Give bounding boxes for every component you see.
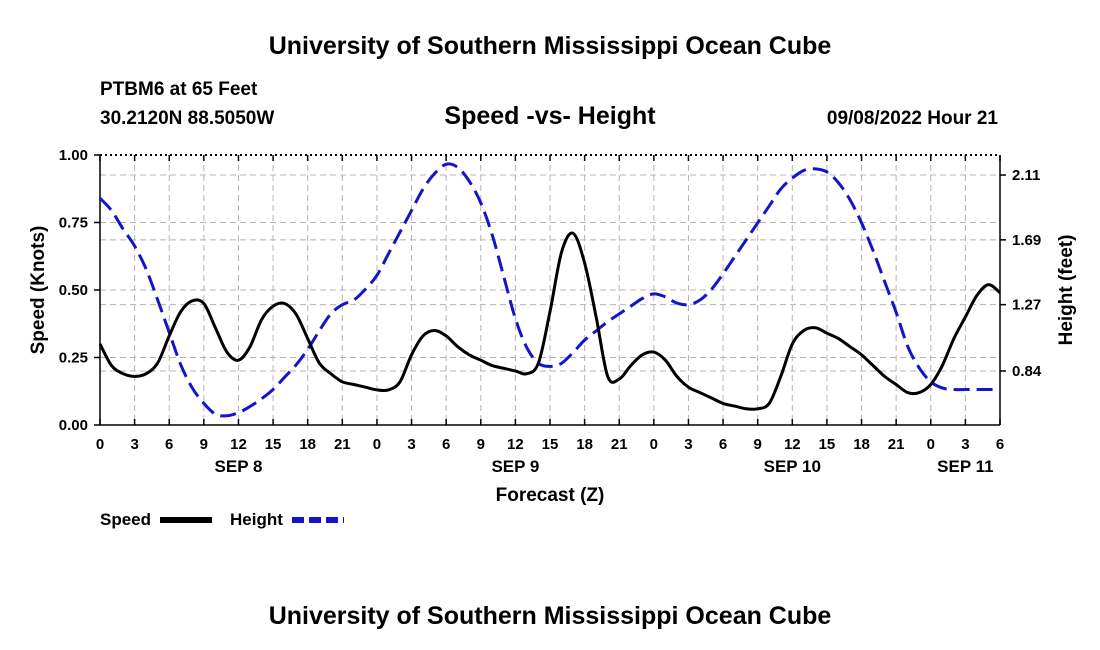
x-tick-label: 3 <box>130 436 138 453</box>
x-tick-label: 21 <box>888 436 905 453</box>
x-tick-label: 0 <box>96 436 104 453</box>
y-axis-left-title: Speed (Knots) <box>28 226 49 355</box>
y-axis-left: 0.00 0.25 0.50 0.75 1.00 <box>59 147 100 434</box>
x-tick-label: 12 <box>230 436 247 453</box>
y-left-tick-label: 0.00 <box>59 417 88 434</box>
legend-speed-label: Speed <box>100 510 151 529</box>
x-tick-label: 6 <box>996 436 1004 453</box>
x-tick-label: 12 <box>507 436 524 453</box>
height-series-line <box>98 162 1000 418</box>
y-left-tick-label: 0.50 <box>59 282 88 299</box>
y-right-tick-label: 0.84 <box>1012 363 1042 380</box>
x-tick-label: 0 <box>650 436 658 453</box>
x-day-label: SEP 11 <box>937 457 993 476</box>
x-tick-label: 0 <box>927 436 935 453</box>
station-label: PTBM6 at 65 Feet <box>100 79 258 100</box>
speed-series-line <box>98 231 1001 411</box>
x-tick-label: 6 <box>719 436 727 453</box>
y-left-tick-label: 1.00 <box>59 147 88 164</box>
legend-height-label: Height <box>230 510 283 529</box>
x-tick-label: 18 <box>576 436 593 453</box>
x-tick-label: 15 <box>542 436 559 453</box>
x-tick-label: 3 <box>961 436 969 453</box>
y-right-tick-label: 1.27 <box>1012 297 1041 314</box>
x-tick-label: 3 <box>407 436 415 453</box>
y-right-tick-label: 2.11 <box>1012 167 1040 184</box>
x-tick-label: 6 <box>165 436 173 453</box>
x-axis: 0 3 6 9 12 15 18 21 0 3 6 9 12 15 18 21 0 3 6 9 12 15 18 21 0 3 6S… <box>96 155 1004 476</box>
x-tick-label: 15 <box>819 436 836 453</box>
y-right-tick-label: 1.69 <box>1012 232 1041 249</box>
x-tick-label: 9 <box>754 436 762 453</box>
x-tick-label: 6 <box>442 436 450 453</box>
x-day-label: SEP 9 <box>491 457 539 476</box>
y-left-tick-label: 0.75 <box>59 215 88 232</box>
chart-main-title: University of Southern Mississippi Ocean… <box>269 32 832 60</box>
x-tick-label: 12 <box>784 436 801 453</box>
y-left-tick-label: 0.25 <box>59 350 88 367</box>
station-coords: 30.2120N 88.5050W <box>100 108 274 129</box>
footer-title: University of Southern Mississippi Ocean… <box>269 602 832 630</box>
x-tick-label: 18 <box>853 436 870 453</box>
x-tick-label: 0 <box>373 436 381 453</box>
x-axis-title: Forecast (Z) <box>496 485 605 506</box>
x-tick-label: 3 <box>684 436 692 453</box>
x-day-label: SEP 8 <box>215 457 263 476</box>
plot-grid <box>100 155 1000 425</box>
x-tick-label: 9 <box>200 436 208 453</box>
legend: Speed Height <box>100 510 344 529</box>
x-tick-label: 15 <box>265 436 282 453</box>
x-tick-label: 21 <box>334 436 351 453</box>
x-tick-label: 9 <box>477 436 485 453</box>
series-layer <box>98 162 1001 418</box>
x-day-label: SEP 10 <box>764 457 821 476</box>
chart-subtitle: Speed -vs- Height <box>444 102 656 130</box>
x-tick-label: 21 <box>611 436 628 453</box>
y-axis-right-title: Height (feet) <box>1056 235 1077 346</box>
x-tick-label: 18 <box>299 436 316 453</box>
y-axis-right: 0.84 1.27 1.69 2.11 <box>1000 167 1042 380</box>
forecast-datetime: 09/08/2022 Hour 21 <box>827 108 999 129</box>
